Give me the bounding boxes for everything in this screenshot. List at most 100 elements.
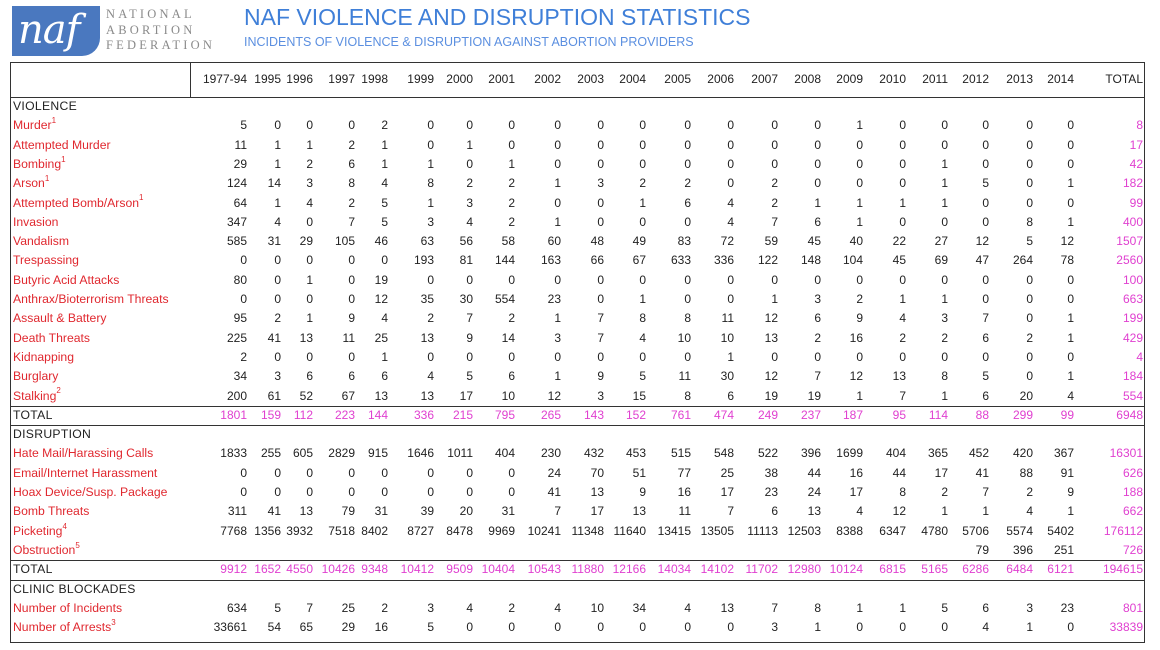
row-label-text: Anthrax/Bioterrorism Threats xyxy=(13,292,169,306)
row-label: Hoax Device/Susp. Package xyxy=(13,483,167,502)
table-cell: 1 xyxy=(856,118,863,133)
table-cell: 0 xyxy=(554,156,561,171)
row-label-text: Arson xyxy=(13,176,45,191)
table-cell: 0 xyxy=(427,118,434,133)
table-cell: 6 xyxy=(814,214,821,229)
table-cell: 1646 xyxy=(407,446,434,461)
table-cell: 0 xyxy=(982,292,989,306)
table-cell: 0 xyxy=(856,272,863,287)
table-cell: 41 xyxy=(975,465,989,480)
table-cell: 13 xyxy=(632,504,646,519)
table-cell: 7 xyxy=(554,504,561,519)
table-cell: 2 xyxy=(771,176,778,191)
table-cell: 0 xyxy=(597,620,604,635)
table-cell: 33839 xyxy=(1109,620,1143,635)
table-cell: 0 xyxy=(899,156,906,171)
table-cell: 114 xyxy=(928,407,948,422)
table-cell: 1 xyxy=(1026,620,1033,635)
table-cell: 12 xyxy=(849,369,863,384)
table-cell: 188 xyxy=(1122,485,1143,499)
table-cell: 58 xyxy=(501,234,515,249)
table-rule xyxy=(11,425,1144,427)
row-label-text: CLINIC BLOCKADES xyxy=(13,581,136,596)
table-cell: 2014 xyxy=(1047,72,1074,86)
table-cell: 7 xyxy=(727,504,734,519)
table-cell: 0 xyxy=(684,272,691,287)
table-cell: 8 xyxy=(941,369,948,384)
table-cell: 2 xyxy=(348,195,355,210)
table-cell: 29 xyxy=(341,620,355,635)
table-cell: 0 xyxy=(1026,349,1033,364)
table-cell: 7 xyxy=(771,600,778,615)
table-cell: 13 xyxy=(590,485,604,499)
row-label-text: Kidnapping xyxy=(13,349,74,364)
table-cell: 0 xyxy=(240,292,247,306)
table-cell: 6 xyxy=(306,369,313,384)
table-cell: 0 xyxy=(306,292,313,306)
table-cell: 0 xyxy=(554,620,561,635)
table-cell: 0 xyxy=(466,156,473,171)
table-cell: 9 xyxy=(856,311,863,326)
table-cell: 11 xyxy=(678,369,691,384)
table-cell: 14102 xyxy=(700,562,734,577)
table-cell: 8 xyxy=(1026,214,1033,229)
table-cell: 193 xyxy=(413,253,434,268)
org-line: ABORTION xyxy=(106,22,196,37)
table-cell: 1 xyxy=(639,195,646,210)
table-cell: 0 xyxy=(982,195,989,210)
table-cell: 2004 xyxy=(619,72,646,86)
table-cell: 51 xyxy=(632,465,646,480)
table-cell: 1 xyxy=(727,349,734,364)
row-label: Email/Internet Harassment xyxy=(13,464,157,483)
table-cell: 5 xyxy=(381,214,388,229)
table-cell: 0 xyxy=(427,272,434,287)
table-cell: 404 xyxy=(494,446,515,461)
table-cell: 13 xyxy=(720,600,734,615)
table-cell: 4 xyxy=(684,600,691,615)
table-cell: 9 xyxy=(466,330,473,345)
table-cell: 7518 xyxy=(328,523,355,538)
table-cell: 8 xyxy=(684,311,691,326)
table-cell: 12503 xyxy=(787,523,821,538)
row-label-text: Obstruction xyxy=(13,542,76,557)
table-cell: 1699 xyxy=(836,446,863,461)
table-cell: 2 xyxy=(1026,485,1033,499)
table-cell: 4 xyxy=(274,214,281,229)
table-cell: 0 xyxy=(1067,195,1074,210)
table-cell: 13 xyxy=(892,369,906,384)
table-cell: 8727 xyxy=(407,523,434,538)
table-cell: 20 xyxy=(1019,388,1033,403)
table-cell: 6 xyxy=(727,388,734,403)
table-cell: 6 xyxy=(381,369,388,384)
table-cell: 194615 xyxy=(1102,562,1143,577)
table-cell: 0 xyxy=(466,465,473,480)
table-cell: 0 xyxy=(240,485,247,499)
table-cell: 1 xyxy=(1067,330,1074,345)
table-cell: 662 xyxy=(1122,504,1143,519)
table-cell: 1 xyxy=(554,176,561,191)
table-cell: 5 xyxy=(982,369,989,384)
table-cell: 2 xyxy=(240,349,247,364)
table-cell: 0 xyxy=(1067,620,1074,635)
table-cell: 1 xyxy=(1067,176,1074,191)
table-cell: 4 xyxy=(427,369,434,384)
table-cell: 0 xyxy=(427,349,434,364)
table-cell: 8 xyxy=(899,485,906,499)
table-cell: 11348 xyxy=(571,523,604,538)
table-cell: 9969 xyxy=(488,523,515,538)
table-cell: 10241 xyxy=(527,523,561,538)
table-cell: 4 xyxy=(466,214,473,229)
table-cell: 124 xyxy=(226,176,247,191)
table-cell: 2 xyxy=(941,485,948,499)
table-cell: 8402 xyxy=(361,523,388,538)
table-cell: 0 xyxy=(508,272,515,287)
table-cell: 0 xyxy=(684,137,691,152)
table-cell: 11113 xyxy=(747,523,778,538)
table-cell: 44 xyxy=(892,465,906,480)
table-cell: 0 xyxy=(899,349,906,364)
table-cell: 10543 xyxy=(527,562,561,577)
table-cell: 1011 xyxy=(447,446,473,461)
table-cell: 1 xyxy=(771,292,778,306)
table-cell: 0 xyxy=(1026,272,1033,287)
table-cell: 12 xyxy=(975,234,989,249)
